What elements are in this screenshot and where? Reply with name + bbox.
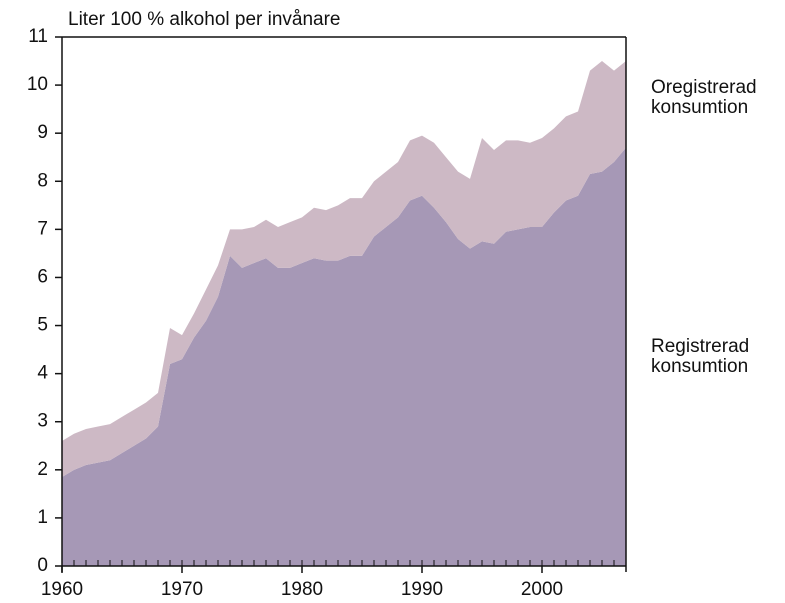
area bbox=[62, 61, 626, 478]
x-tick-label: 1980 bbox=[281, 579, 323, 600]
y-tick-label: 11 bbox=[28, 26, 48, 47]
y-tick-label: 6 bbox=[37, 266, 48, 287]
y-tick-label: 8 bbox=[37, 170, 48, 191]
y-tick-label: 2 bbox=[37, 459, 48, 480]
series-label: Oregistrerad konsumtion bbox=[651, 77, 757, 119]
chart-title: Liter 100 % alkohol per invånare bbox=[68, 9, 341, 30]
y-tick-label: 10 bbox=[27, 74, 48, 95]
y-tick-label: 5 bbox=[37, 315, 48, 336]
area bbox=[62, 147, 626, 567]
series-label: Registrerad konsumtion bbox=[651, 335, 750, 377]
x-tick-label: 1970 bbox=[161, 579, 203, 600]
y-tick-label: 7 bbox=[37, 218, 48, 239]
y-tick-label: 0 bbox=[37, 555, 48, 576]
x-tick-label: 1960 bbox=[41, 579, 83, 600]
x-tick-label: 2000 bbox=[521, 579, 563, 600]
x-tick-label: 1990 bbox=[401, 579, 443, 600]
y-tick-label: 3 bbox=[37, 411, 48, 432]
y-tick-label: 1 bbox=[37, 507, 48, 528]
y-tick-label: 9 bbox=[37, 122, 48, 143]
y-tick-label: 4 bbox=[37, 363, 48, 384]
